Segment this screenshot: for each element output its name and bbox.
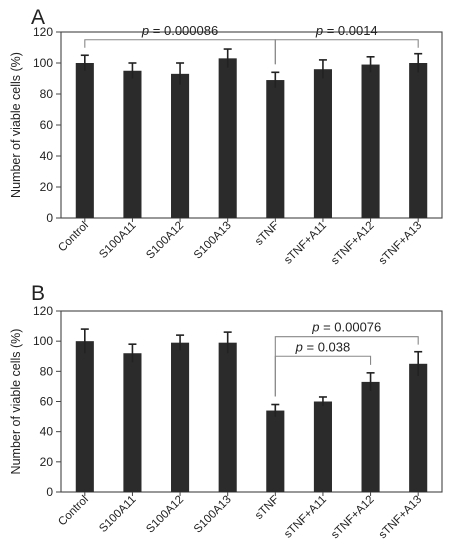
y-tick-label: 40 xyxy=(40,425,54,439)
y-tick-label: 120 xyxy=(33,304,53,318)
category-label: sTNF+A11 xyxy=(282,220,329,267)
p-value-label: p = 0.000086 xyxy=(141,23,218,38)
chart-panel-a: A Number of viable cells (%) 0 20 40 60 80 100 1… xyxy=(9,6,443,268)
y-tick-label: 120 xyxy=(33,25,53,39)
bar-stnf xyxy=(266,410,285,492)
bar-stnf-a12 xyxy=(361,64,380,218)
category-label: sTNF xyxy=(253,494,281,522)
category-label: sTNF+A12 xyxy=(329,220,377,268)
y-tick-label: 60 xyxy=(40,118,54,132)
chart-panel-b: B Number of viable cells (%) 0 20 40 60 80 100 1… xyxy=(9,282,443,542)
y-tick-label: 0 xyxy=(46,211,53,225)
y-tick-label: 40 xyxy=(40,149,54,163)
category-label: S100A11 xyxy=(97,494,138,535)
significance-bracket xyxy=(84,39,276,65)
category-label: Control xyxy=(56,494,91,529)
bar-stnf-a13 xyxy=(409,363,428,492)
category-label: Control xyxy=(56,220,91,255)
category-label: S100A11 xyxy=(97,220,138,261)
bar-control xyxy=(75,63,94,218)
bar-s100a11 xyxy=(123,70,142,218)
significance-bracket xyxy=(274,336,419,397)
p-value-label: p = 0.0014 xyxy=(315,23,378,38)
bar-s100a12 xyxy=(171,342,190,492)
p-value-label: p = 0.00076 xyxy=(311,320,381,335)
category-label: sTNF+A13 xyxy=(377,220,425,268)
y-tick-label: 80 xyxy=(40,87,54,101)
category-label: S100A12 xyxy=(144,494,186,536)
bar-control xyxy=(75,341,94,492)
y-tick-label: 60 xyxy=(40,395,54,409)
bar-s100a13 xyxy=(218,342,237,492)
bar-s100a11 xyxy=(123,353,142,492)
bar-stnf-a11 xyxy=(313,69,332,218)
panel-label: B xyxy=(31,282,45,305)
bar-s100a12 xyxy=(171,73,190,218)
y-tick-label: 20 xyxy=(40,180,54,194)
y-tick-label: 80 xyxy=(40,364,54,378)
p-value-label: p = 0.038 xyxy=(295,339,351,354)
bar-stnf-a12 xyxy=(361,381,380,492)
category-label: sTNF+A13 xyxy=(377,494,425,542)
category-label: sTNF xyxy=(253,220,281,248)
y-tick-label: 20 xyxy=(40,455,54,469)
category-label: S100A13 xyxy=(192,220,234,262)
bar-stnf-a13 xyxy=(409,63,428,218)
plot-frame xyxy=(60,310,443,493)
category-label: sTNF+A12 xyxy=(329,494,377,542)
significance-bracket xyxy=(274,355,372,397)
y-tick-label: 100 xyxy=(33,56,53,70)
bar-s100a13 xyxy=(218,58,237,218)
significance-bracket xyxy=(274,39,419,65)
category-label: S100A12 xyxy=(144,220,186,262)
bar-stnf xyxy=(266,80,285,218)
category-label: sTNF+A11 xyxy=(282,494,329,541)
y-tick-label: 100 xyxy=(33,334,53,348)
bar-stnf-a11 xyxy=(313,401,332,492)
plot-frame xyxy=(60,31,443,219)
panel-label: A xyxy=(31,6,45,29)
y-axis-label: Number of viable cells (%) xyxy=(9,52,23,198)
category-label: S100A13 xyxy=(192,494,234,536)
y-tick-label: 0 xyxy=(46,485,53,499)
y-axis-label: Number of viable cells (%) xyxy=(9,329,23,475)
